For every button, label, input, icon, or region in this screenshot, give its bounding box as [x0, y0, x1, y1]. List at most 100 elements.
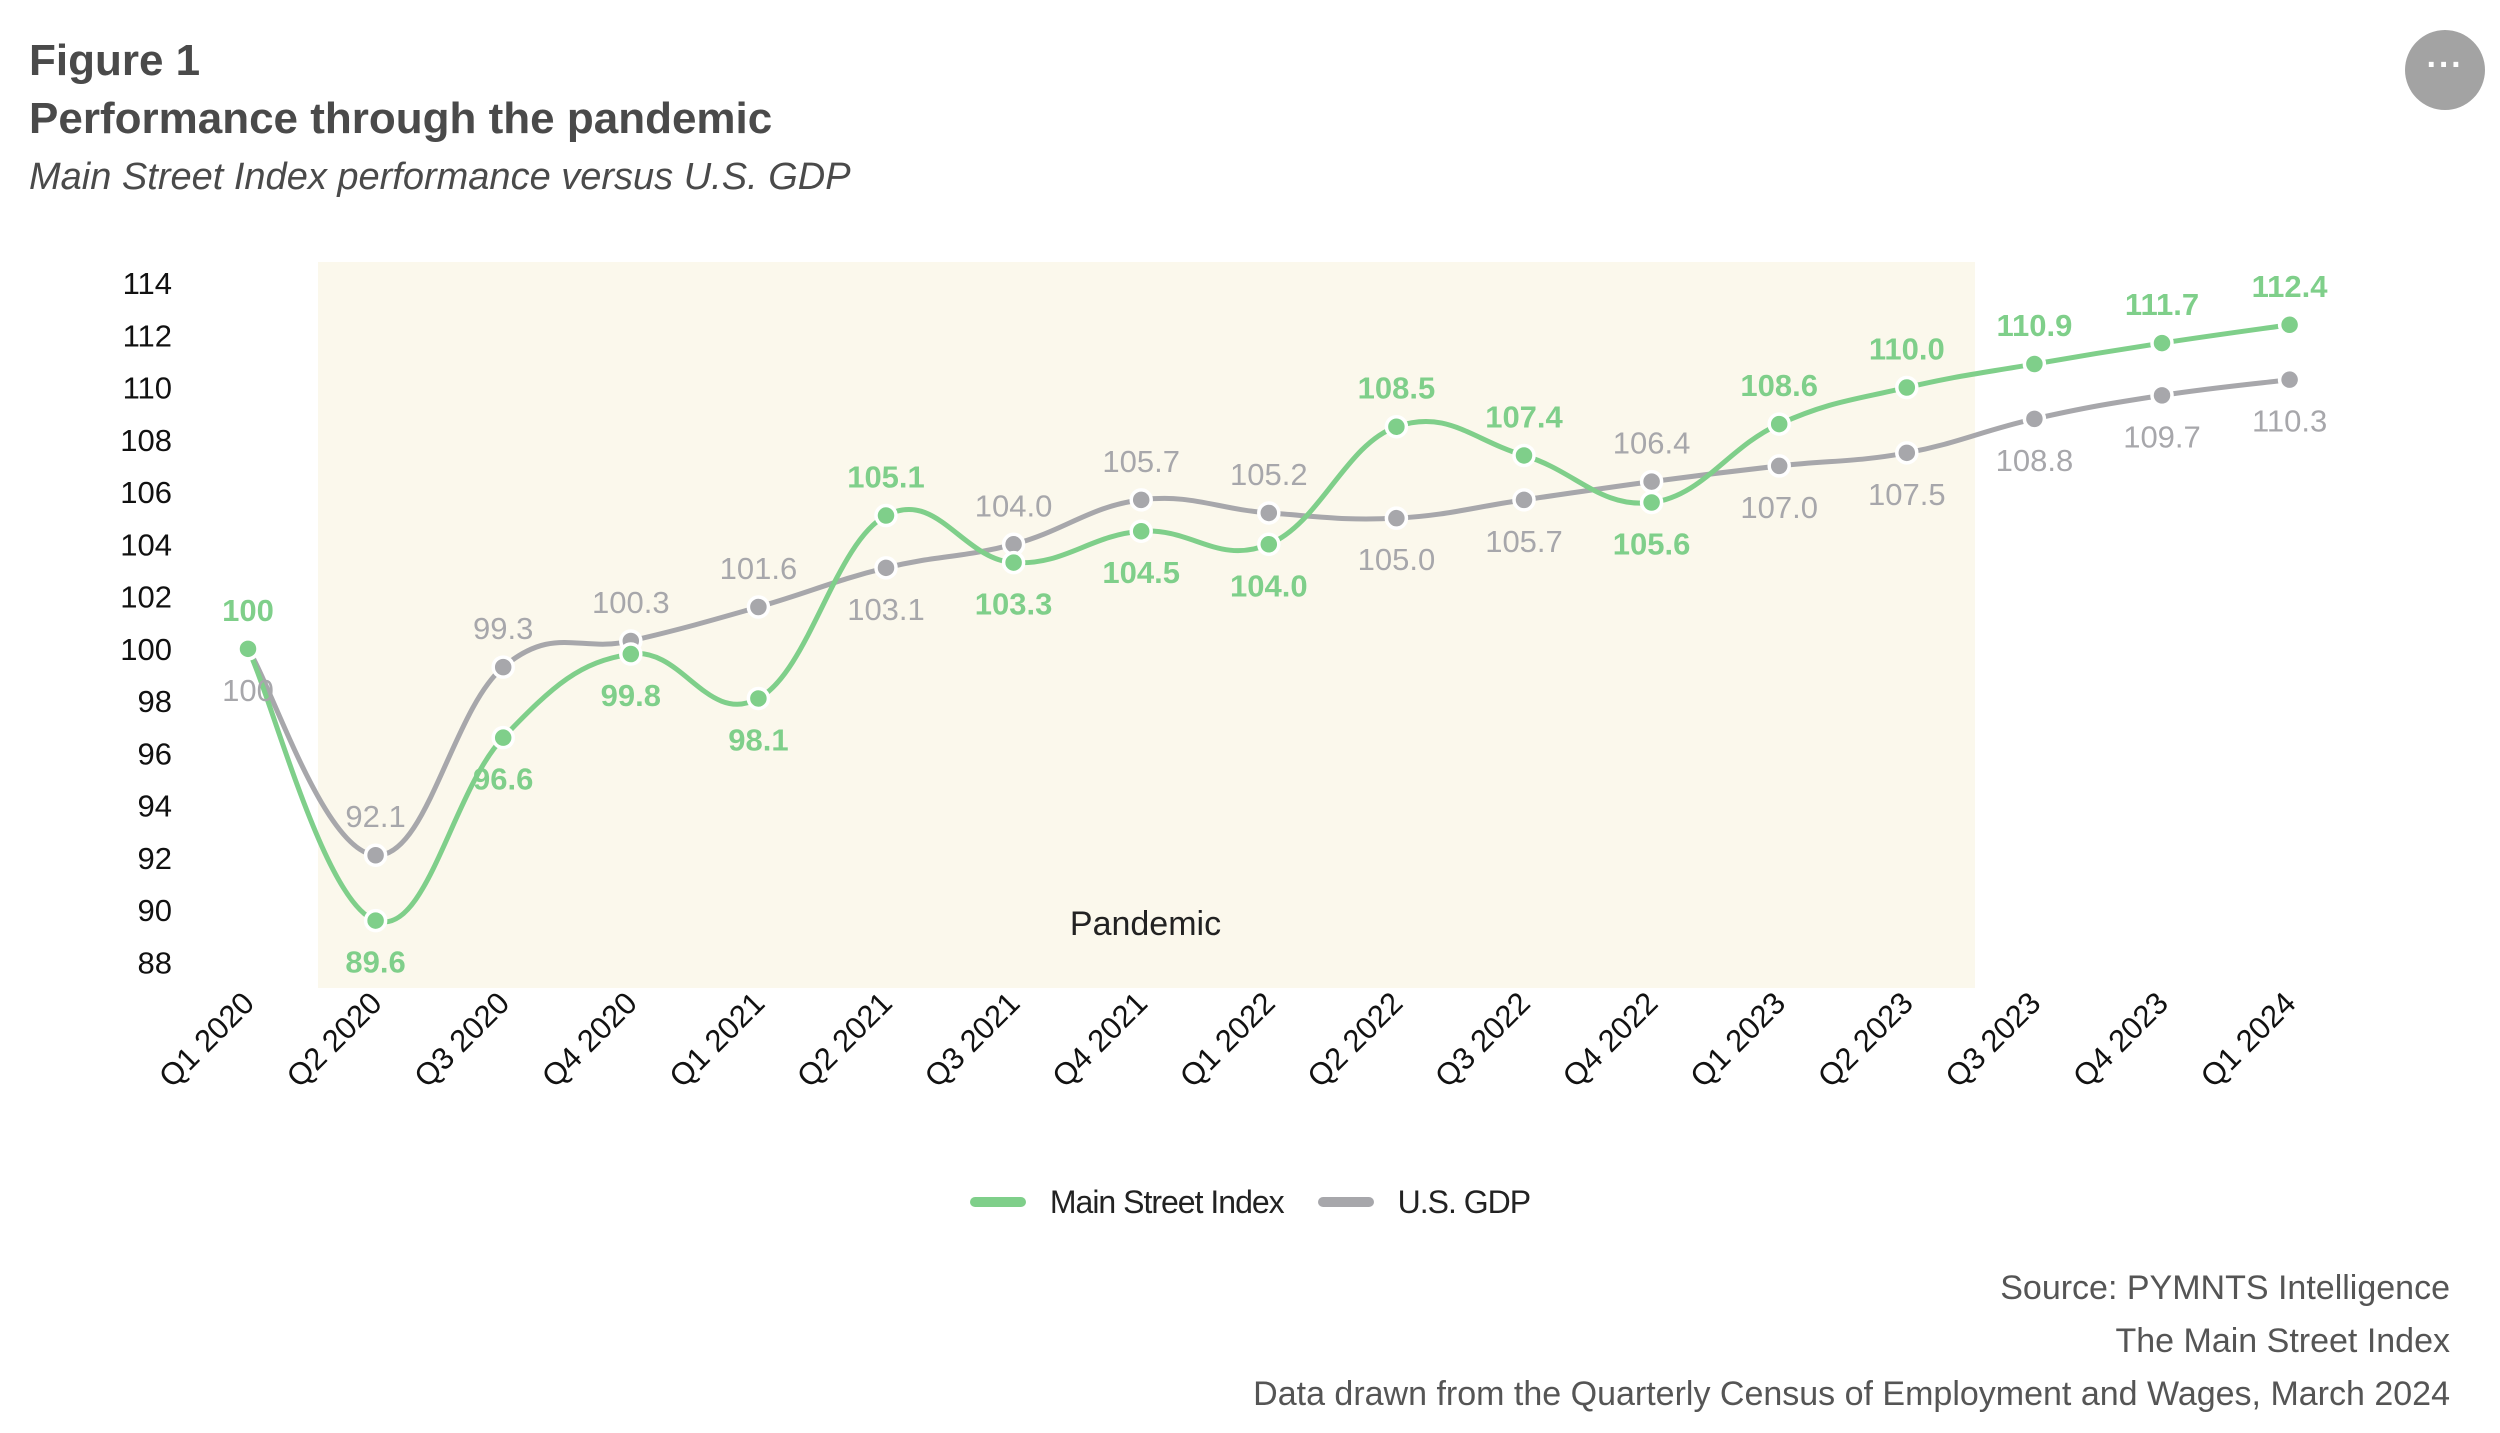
y-tick-label: 92 — [138, 841, 172, 876]
legend-item-main-street-index[interactable]: Main Street Index — [969, 1183, 1285, 1221]
data-label-gdp: 105.7 — [1485, 524, 1563, 559]
data-label-gdp: 92.1 — [345, 799, 405, 834]
x-tick-label: Q3 2021 — [918, 985, 1027, 1094]
data-label-gdp: 100 — [222, 673, 274, 708]
y-tick-label: 88 — [138, 945, 172, 980]
figure-label: Figure 1 — [29, 36, 201, 85]
data-label-main-street: 105.1 — [847, 460, 925, 495]
legend-swatch-gdp — [1317, 1197, 1374, 1207]
data-point-main-street — [1001, 550, 1026, 575]
chart-title: Performance through the pandemic — [29, 94, 773, 143]
data-label-main-street: 100 — [222, 593, 274, 628]
data-label-gdp: 104.0 — [975, 488, 1053, 523]
y-tick-label: 100 — [120, 632, 172, 667]
data-point-gdp — [1767, 454, 1791, 478]
data-point-main-street — [2277, 313, 2302, 337]
shaded-region-label: Pandemic — [1070, 905, 1221, 943]
data-point-main-street — [1257, 532, 1281, 557]
y-tick-label: 106 — [120, 475, 172, 510]
data-label-gdp: 107.0 — [1740, 490, 1818, 525]
data-label-gdp: 100.3 — [592, 585, 670, 620]
x-tick-label: Q1 2024 — [2194, 985, 2303, 1094]
more-options-button[interactable]: ··· — [2405, 30, 2485, 110]
data-label-main-street: 98.1 — [728, 722, 788, 757]
data-label-main-street: 89.6 — [345, 945, 405, 980]
x-tick-label: Q3 2023 — [1938, 985, 2047, 1094]
data-point-main-street — [491, 725, 515, 750]
data-point-gdp — [2022, 407, 2047, 431]
data-label-gdp: 103.1 — [847, 592, 925, 627]
x-tick-label: Q1 2022 — [1173, 985, 1282, 1094]
data-point-gdp — [874, 556, 898, 580]
source-line-2: The Main Street Index — [2115, 1322, 2450, 1360]
data-label-gdp: 105.2 — [1230, 457, 1308, 492]
x-tick-label: Q2 2021 — [790, 985, 899, 1094]
data-label-gdp: 101.6 — [720, 551, 798, 586]
y-tick-label: 90 — [138, 893, 172, 928]
legend-item-us-gdp[interactable]: U.S. GDP — [1317, 1183, 1531, 1221]
x-tick-label: Q2 2022 — [1300, 985, 1409, 1094]
source-note: Source: PYMNTS Intelligence The Main Str… — [1253, 1262, 2450, 1421]
data-label-main-street: 110.0 — [1869, 332, 1945, 367]
data-label-main-street: 108.5 — [1358, 371, 1436, 406]
data-label-main-street: 108.6 — [1740, 368, 1818, 403]
data-label-main-street: 104.0 — [1230, 568, 1308, 603]
x-tick-label: Q4 2022 — [1556, 985, 1665, 1094]
y-tick-label: 114 — [123, 266, 172, 301]
data-point-gdp — [1895, 441, 1919, 465]
x-tick-label: Q1 2021 — [662, 985, 771, 1094]
data-point-main-street — [1767, 412, 1791, 436]
x-tick-label: Q2 2020 — [280, 985, 389, 1094]
x-tick-label: Q2 2023 — [1811, 985, 1920, 1094]
x-tick-label: Q4 2023 — [2066, 985, 2175, 1094]
chart-subtitle: Main Street Index performance versus U.S… — [29, 156, 851, 198]
data-label-gdp: 105.7 — [1102, 444, 1180, 479]
data-point-main-street — [1512, 443, 1536, 468]
data-label-main-street: 105.6 — [1613, 526, 1691, 561]
data-label-gdp: 110.3 — [2252, 404, 2327, 439]
x-tick-label: Q1 2023 — [1683, 985, 1792, 1094]
y-tick-label: 108 — [120, 423, 172, 458]
data-point-main-street — [1895, 375, 1919, 400]
data-point-main-street — [1129, 519, 1153, 543]
data-point-main-street — [619, 642, 643, 666]
legend-swatch-main-street — [969, 1197, 1026, 1207]
data-point-gdp — [1384, 506, 1409, 530]
shaded-region-pandemic — [318, 262, 1975, 988]
data-label-main-street: 111.7 — [2125, 287, 2199, 322]
y-tick-label: 94 — [138, 789, 172, 824]
data-label-main-street: 104.5 — [1102, 555, 1180, 590]
x-tick-label: Q4 2021 — [1045, 985, 1154, 1094]
x-tick-label: Q1 2020 — [152, 985, 261, 1094]
data-label-gdp: 99.3 — [473, 611, 533, 646]
data-label-main-street: 110.9 — [1996, 308, 2072, 343]
data-label-gdp: 106.4 — [1613, 426, 1691, 461]
data-point-main-street — [2022, 352, 2047, 376]
y-tick-label: 104 — [120, 527, 172, 562]
data-label-main-street: 103.3 — [975, 587, 1053, 622]
data-point-gdp — [1129, 488, 1153, 512]
y-tick-label: 110 — [123, 371, 172, 406]
data-label-gdp: 108.8 — [1996, 443, 2074, 478]
data-label-gdp: 107.5 — [1868, 477, 1946, 512]
data-point-gdp — [491, 655, 515, 679]
data-label-main-street: 99.8 — [601, 678, 661, 713]
data-point-main-street — [746, 686, 771, 711]
data-point-main-street — [2150, 331, 2174, 355]
y-tick-label: 112 — [123, 318, 172, 353]
legend-label-gdp: U.S. GDP — [1397, 1183, 1531, 1220]
source-line-3: Data drawn from the Quarterly Census of … — [1253, 1375, 2450, 1413]
data-point-main-street — [236, 637, 260, 661]
data-point-gdp — [746, 595, 771, 619]
data-point-gdp — [2150, 383, 2174, 408]
y-tick-label: 102 — [120, 580, 172, 615]
y-tick-label: 98 — [138, 684, 172, 719]
data-point-gdp — [363, 843, 388, 867]
legend-label-main-street: Main Street Index — [1049, 1183, 1285, 1220]
y-tick-label: 96 — [138, 736, 172, 771]
data-label-gdp: 109.7 — [2123, 419, 2201, 454]
x-tick-label: Q3 2020 — [407, 985, 516, 1094]
data-point-main-street — [1639, 490, 1664, 515]
data-point-gdp — [1257, 501, 1281, 525]
